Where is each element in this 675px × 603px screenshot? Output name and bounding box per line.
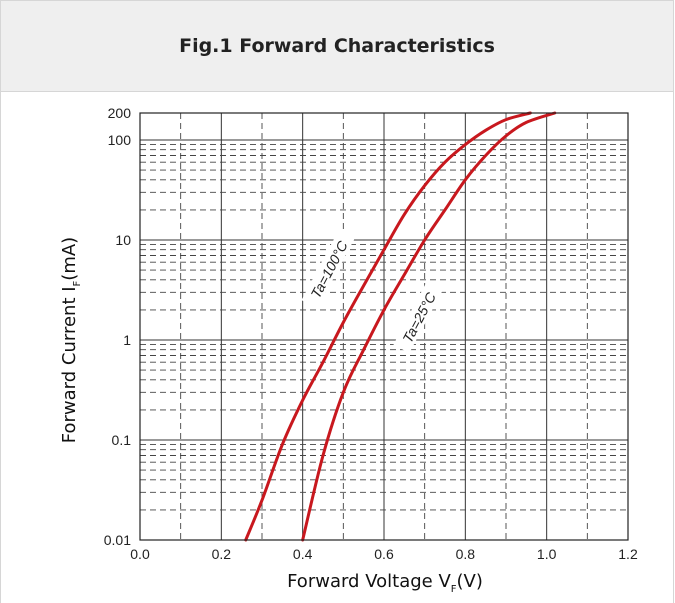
x-tick-label: 0.0 [130,546,150,562]
curve-label-100: Ta=100°C [307,237,351,300]
y-tick-label: 0.1 [112,432,132,448]
x-tick-label: 0.6 [374,546,394,562]
curves [244,111,557,542]
y-tick-label: 100 [108,132,132,148]
x-axis-title-tail: (V) [457,571,483,592]
x-tick-label: 0.4 [293,546,313,562]
grid [140,113,628,540]
y-tick-label: 0.01 [104,532,131,548]
frame-border-right [673,92,674,603]
title-bar [0,0,674,92]
series-line-ta25 [301,111,557,542]
x-axis-title-sub: F [451,584,457,595]
x-tick-label: 0.8 [456,546,476,562]
x-tick-label: 0.2 [212,546,232,562]
y-tick-label: 1 [123,332,131,348]
plot-area-border [139,112,629,541]
y-axis-title-sub: F [72,280,83,286]
x-tick-label: 1.0 [537,546,557,562]
series-line-ta100 [244,111,532,542]
frame-border-left [0,92,1,603]
x-axis-title: Forward Voltage VF(V) [287,571,483,595]
y-tick-label: 200 [108,105,132,121]
y-axis-title-main: Forward Current I [59,286,80,443]
curve-label-bg-100 [301,229,355,309]
x-tick-label: 1.2 [618,546,638,562]
x-axis-title-main: Forward Voltage V [287,571,451,592]
y-axis-title-tail: (mA) [59,237,80,281]
axes: 0.0 0.2 0.4 0.6 0.8 1.0 1.2 0.01 0.1 1 10 100 200 [104,105,638,562]
chart-title: Fig.1 Forward Characteristics [179,35,495,57]
y-axis-title: Forward Current IF(mA) [59,237,83,443]
curve-label-bg-25 [393,281,444,354]
y-tick-label: 10 [115,232,131,248]
